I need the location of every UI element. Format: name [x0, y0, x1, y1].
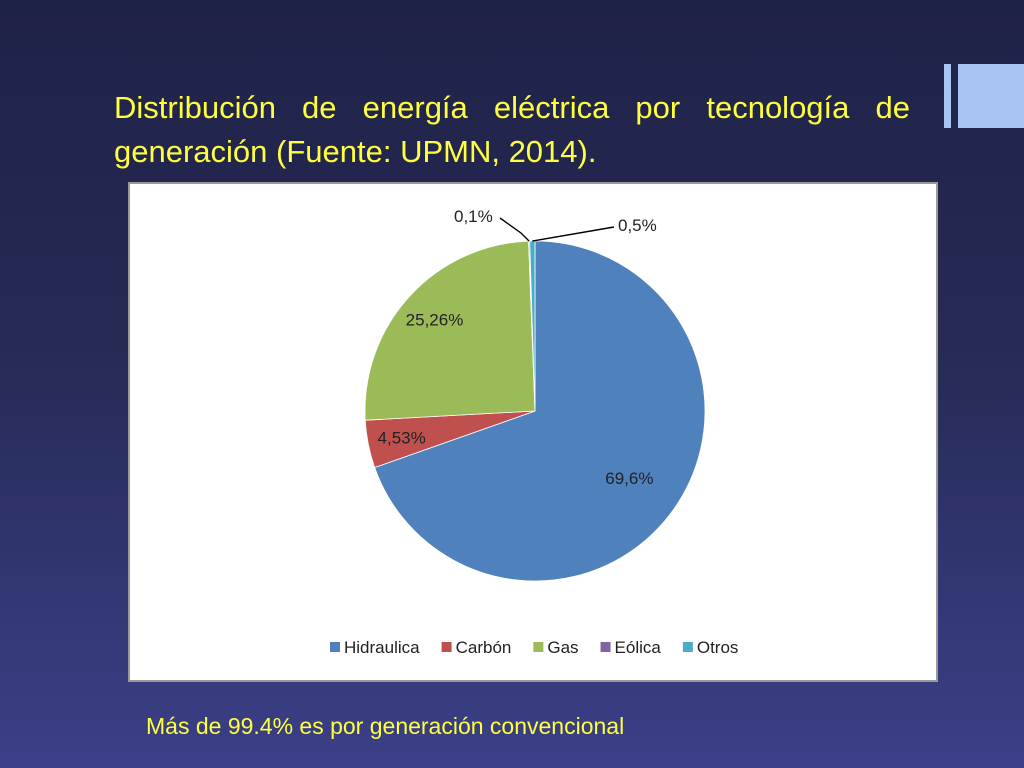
legend-label-carbon: Carbón — [456, 638, 512, 657]
pie-slice-gas — [364, 240, 536, 421]
legend-swatch-eolica — [600, 642, 611, 652]
pie-slice-hidraulica — [374, 240, 706, 582]
legend-label-eolica: Eólica — [615, 638, 662, 657]
leader-line-eolica — [499, 217, 530, 242]
footer-note: Más de 99.4% es por generación convencio… — [146, 713, 625, 739]
legend-label-gas: Gas — [547, 638, 578, 657]
data-label-otros: 0,5% — [618, 216, 657, 235]
legend-swatch-otros — [682, 642, 693, 652]
data-label-hidraulica: 69,6% — [605, 469, 653, 488]
data-label-eolica: 0,1% — [454, 207, 493, 226]
chart-legend: Hidraulica Carbón Gas Eólica Otros — [330, 638, 738, 657]
slide-title: Distribución de energía eléctrica por te… — [114, 90, 910, 169]
leader-line-otros — [532, 226, 615, 242]
data-label-carbon: 4,53% — [378, 429, 426, 448]
decorative-block — [958, 64, 1024, 128]
decorative-bar — [944, 64, 951, 128]
legend-swatch-gas — [533, 642, 544, 652]
legend-label-otros: Otros — [697, 638, 739, 657]
legend-swatch-hidraulica — [330, 642, 340, 652]
legend-label-hidraulica: Hidraulica — [344, 638, 420, 657]
pie-chart: 69,6% 4,53% 25,26% 0,1% 0,5% Hidraulica Carbó… — [330, 207, 738, 657]
pie-chart-panel: 69,6% 4,53% 25,26% 0,1% 0,5% Hidraulica Carbó… — [128, 182, 938, 682]
data-label-gas: 25,26% — [406, 310, 464, 329]
legend-swatch-carbon — [441, 642, 452, 652]
pie-slices — [364, 240, 706, 582]
pie-labels: 69,6% 4,53% 25,26% 0,1% 0,5% — [378, 207, 657, 488]
